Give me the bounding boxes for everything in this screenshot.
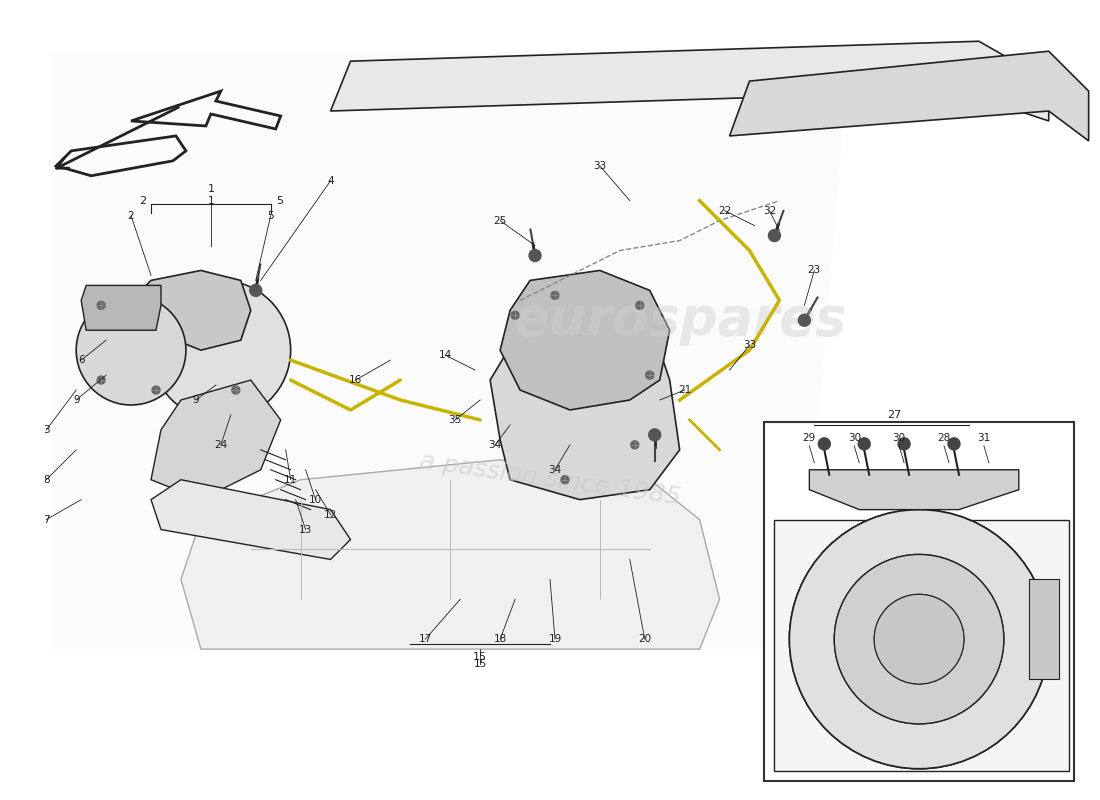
Text: 28: 28: [937, 433, 950, 443]
Text: 3: 3: [43, 425, 50, 435]
FancyBboxPatch shape: [764, 422, 1074, 781]
Polygon shape: [151, 480, 351, 559]
Circle shape: [76, 295, 186, 405]
Circle shape: [529, 250, 541, 262]
Circle shape: [649, 429, 661, 441]
Circle shape: [769, 230, 780, 242]
Circle shape: [551, 291, 559, 299]
Text: a passion since 1985: a passion since 1985: [418, 450, 682, 510]
Polygon shape: [491, 300, 680, 500]
Text: 17: 17: [419, 634, 432, 644]
Text: 10: 10: [309, 494, 322, 505]
Polygon shape: [131, 270, 251, 350]
Circle shape: [250, 285, 262, 296]
Text: 18: 18: [494, 634, 507, 644]
Polygon shape: [810, 470, 1019, 510]
Circle shape: [834, 554, 1004, 724]
Circle shape: [232, 386, 240, 394]
Polygon shape: [500, 270, 670, 410]
Circle shape: [858, 438, 870, 450]
Text: 33: 33: [593, 161, 606, 171]
Text: 14: 14: [439, 350, 452, 360]
Circle shape: [818, 438, 830, 450]
Polygon shape: [729, 51, 1089, 141]
Circle shape: [799, 314, 811, 326]
Text: 16: 16: [349, 375, 362, 385]
Text: 12: 12: [323, 510, 338, 520]
Text: 9: 9: [73, 395, 79, 405]
Circle shape: [636, 302, 644, 310]
Polygon shape: [180, 460, 719, 649]
Text: 6: 6: [78, 355, 85, 365]
Text: 19: 19: [549, 634, 562, 644]
Text: 2: 2: [139, 196, 146, 206]
Text: 9: 9: [192, 395, 199, 405]
Text: 25: 25: [494, 216, 507, 226]
Text: 7: 7: [43, 514, 50, 525]
Text: 1: 1: [208, 196, 214, 206]
Polygon shape: [774, 519, 1069, 770]
Circle shape: [151, 281, 290, 420]
Polygon shape: [1028, 579, 1058, 679]
Circle shape: [97, 302, 106, 310]
Text: 33: 33: [742, 340, 756, 350]
Circle shape: [97, 376, 106, 384]
Text: 20: 20: [638, 634, 651, 644]
Text: 24: 24: [214, 440, 228, 450]
Circle shape: [874, 594, 964, 684]
Text: 34: 34: [549, 465, 562, 474]
Text: 34: 34: [488, 440, 502, 450]
Text: 8: 8: [43, 474, 50, 485]
Text: 13: 13: [299, 525, 312, 534]
Text: 1: 1: [208, 184, 214, 194]
Circle shape: [512, 311, 519, 319]
Circle shape: [630, 441, 639, 449]
Text: 30: 30: [892, 433, 905, 443]
Polygon shape: [151, 380, 280, 500]
Text: 29: 29: [803, 433, 816, 443]
Circle shape: [152, 386, 160, 394]
Text: 35: 35: [449, 415, 462, 425]
Text: 27: 27: [887, 410, 901, 420]
Text: 2: 2: [128, 210, 134, 221]
Text: 5: 5: [267, 210, 274, 221]
Text: 32: 32: [762, 206, 777, 216]
Polygon shape: [52, 51, 849, 649]
Circle shape: [646, 371, 653, 379]
Text: 23: 23: [807, 266, 821, 275]
Text: 21: 21: [678, 385, 691, 395]
Text: 11: 11: [284, 474, 297, 485]
Circle shape: [948, 438, 960, 450]
Text: 31: 31: [977, 433, 990, 443]
Text: 22: 22: [718, 206, 732, 216]
Text: 15: 15: [473, 652, 487, 662]
Polygon shape: [81, 286, 161, 330]
Circle shape: [561, 476, 569, 484]
Text: 15: 15: [474, 659, 487, 669]
Polygon shape: [331, 42, 1048, 121]
Text: 5: 5: [276, 196, 283, 206]
Text: 30: 30: [848, 433, 861, 443]
Circle shape: [898, 438, 910, 450]
Text: 4: 4: [327, 176, 334, 186]
Circle shape: [790, 510, 1048, 769]
Text: eurospares: eurospares: [513, 294, 846, 346]
